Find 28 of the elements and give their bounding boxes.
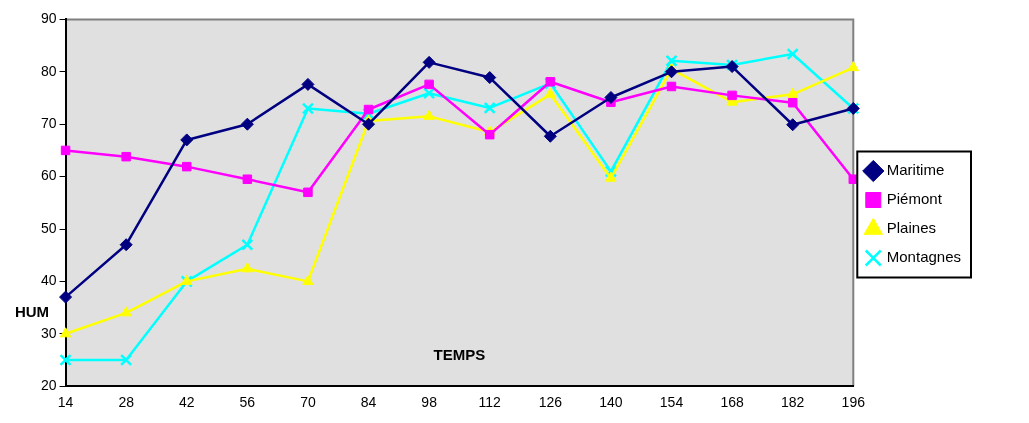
y-tick-label: 20 xyxy=(40,377,57,394)
y-tick-label: 70 xyxy=(40,115,57,132)
x-tick-label: 70 xyxy=(300,394,316,411)
x-axis-title: TEMPS xyxy=(433,346,486,364)
y-tick-label: 40 xyxy=(40,272,57,289)
x-tick-label: 28 xyxy=(118,394,135,411)
y-tick-label: 80 xyxy=(40,62,57,79)
y-tick-label: 30 xyxy=(40,324,57,341)
x-tick-label: 168 xyxy=(720,394,744,411)
y-tick-label: 60 xyxy=(40,167,57,184)
y-tick-label: 50 xyxy=(40,219,57,236)
legend-label: Plaines xyxy=(886,219,936,237)
legend-label: Piémont xyxy=(886,190,943,208)
y-axis-title: HUM xyxy=(14,302,50,320)
x-tick-label: 112 xyxy=(478,394,502,411)
x-tick-label: 126 xyxy=(538,394,563,411)
x-tick-label: 14 xyxy=(57,394,74,411)
x-tick-label: 140 xyxy=(599,394,623,411)
x-tick-label: 182 xyxy=(781,394,805,411)
x-tick-label: 196 xyxy=(841,394,866,411)
legend-label: Maritime xyxy=(886,161,945,179)
x-tick-label: 84 xyxy=(360,394,377,411)
x-tick-label: 42 xyxy=(178,394,195,411)
legend-label: Montagnes xyxy=(886,248,961,266)
x-tick-label: 154 xyxy=(659,394,684,411)
x-tick-label: 56 xyxy=(239,394,256,411)
x-tick-label: 98 xyxy=(421,394,438,411)
y-tick-label: 90 xyxy=(40,10,57,27)
